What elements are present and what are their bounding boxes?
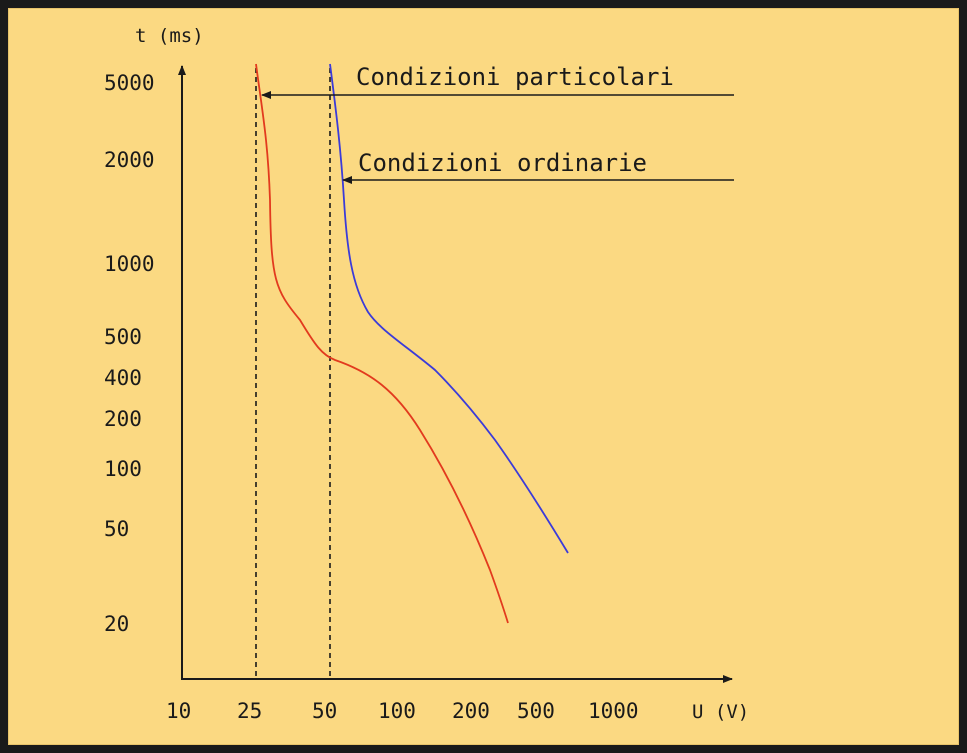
y-tick-labels: 5000 2000 1000 500 400 200 100 50 20	[104, 71, 155, 636]
x-axis-label: U (V)	[692, 701, 749, 723]
y-tick-label: 20	[104, 612, 129, 636]
x-tick-label: 50	[312, 699, 337, 723]
red-curve-particolari	[255, 63, 509, 624]
annotation-condizioni-ordinarie: Condizioni ordinarie	[358, 149, 647, 177]
y-tick-label: 5000	[104, 71, 155, 95]
x-tick-labels: 10 25 50 100 200 500 1000	[166, 699, 639, 723]
blue-curve-ordinarie	[329, 63, 569, 554]
x-tick-label: 500	[517, 699, 555, 723]
x-tick-label: 25	[237, 699, 262, 723]
y-tick-label: 100	[104, 457, 142, 481]
y-tick-label: 400	[104, 366, 142, 390]
y-tick-label: 50	[104, 517, 129, 541]
x-tick-label: 1000	[588, 699, 639, 723]
y-tick-label: 2000	[104, 148, 155, 172]
annotation-condizioni-particolari: Condizioni particolari	[356, 63, 674, 91]
x-tick-label: 100	[378, 699, 416, 723]
x-tick-label: 200	[452, 699, 490, 723]
x-tick-label: 10	[166, 699, 191, 723]
y-axis-label: t (ms)	[135, 25, 204, 47]
chart-panel	[8, 8, 959, 745]
y-tick-label: 500	[104, 325, 142, 349]
y-tick-label: 200	[104, 407, 142, 431]
y-tick-label: 1000	[104, 252, 155, 276]
